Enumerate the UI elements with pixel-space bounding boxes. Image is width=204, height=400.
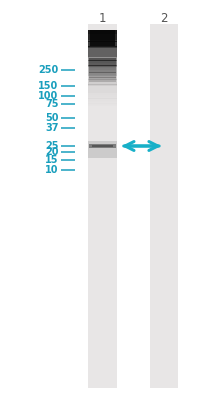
Bar (88, 48, 116, 49)
Bar (88, 88, 116, 90)
Bar (90, 30, 114, 46)
Bar (89, 144, 115, 148)
Bar (88, 86, 116, 87)
Bar (88, 42, 116, 43)
Bar (88, 96, 116, 97)
Bar (89, 72, 115, 75)
Bar (88, 62, 116, 63)
Text: 15: 15 (45, 155, 58, 165)
Bar (88, 73, 116, 74)
Bar (88, 76, 116, 77)
Bar (88, 54, 116, 56)
Bar (88, 52, 116, 53)
Bar (88, 30, 116, 31)
Bar (88, 104, 116, 105)
Bar (89, 70, 115, 73)
Bar (88, 44, 116, 45)
Bar (88, 43, 116, 44)
Text: 20: 20 (45, 147, 58, 157)
Bar (88, 74, 116, 76)
Bar (88, 38, 116, 39)
Bar (88, 64, 116, 66)
Bar (88, 57, 116, 58)
Bar (88, 63, 116, 64)
Bar (88, 34, 116, 35)
Bar (88, 69, 116, 71)
Bar (88, 59, 116, 60)
Bar (89, 63, 115, 66)
Bar (88, 141, 116, 158)
Bar (88, 70, 116, 72)
Bar (88, 77, 116, 78)
Bar (89, 80, 115, 82)
Bar (88, 58, 116, 59)
Text: 100: 100 (38, 91, 58, 101)
Bar (149, 24, 177, 388)
Text: 37: 37 (45, 123, 58, 133)
Text: 75: 75 (45, 99, 58, 109)
Bar (88, 105, 116, 106)
Bar (89, 60, 115, 63)
Text: 250: 250 (38, 65, 58, 75)
Bar (88, 50, 116, 52)
Bar (88, 80, 116, 81)
Bar (89, 77, 115, 80)
Bar (88, 83, 116, 84)
Bar (88, 60, 116, 62)
Bar (88, 81, 116, 82)
Bar (88, 35, 116, 36)
Bar (88, 36, 116, 38)
Bar (88, 93, 116, 95)
Text: 1: 1 (98, 12, 106, 25)
Bar (88, 101, 116, 102)
Bar (89, 58, 115, 61)
Bar (88, 67, 116, 68)
Bar (88, 72, 116, 73)
Bar (88, 84, 116, 86)
Bar (88, 39, 116, 40)
Text: 25: 25 (45, 141, 58, 151)
Bar (88, 53, 116, 54)
Bar (88, 49, 116, 50)
Bar (88, 90, 116, 91)
Bar (88, 24, 116, 388)
Text: 50: 50 (45, 113, 58, 123)
Bar (88, 78, 116, 80)
Bar (88, 87, 116, 88)
Bar (88, 46, 116, 48)
Bar (88, 100, 116, 101)
Bar (88, 91, 116, 92)
Bar (89, 75, 115, 78)
Bar (88, 102, 116, 104)
Bar (88, 45, 116, 46)
Bar (88, 82, 116, 83)
Bar (88, 55, 116, 57)
Bar (88, 66, 116, 67)
Bar (88, 98, 116, 100)
Text: 10: 10 (45, 165, 58, 175)
Bar (88, 95, 116, 96)
Bar (89, 68, 115, 70)
Bar (88, 97, 116, 98)
Bar (88, 68, 116, 69)
Bar (88, 32, 116, 34)
Text: 2: 2 (160, 12, 167, 25)
Bar (88, 92, 116, 94)
Text: 150: 150 (38, 81, 58, 91)
Bar (88, 40, 116, 42)
Bar (88, 31, 116, 33)
Bar (89, 65, 115, 68)
Bar (92, 144, 112, 148)
